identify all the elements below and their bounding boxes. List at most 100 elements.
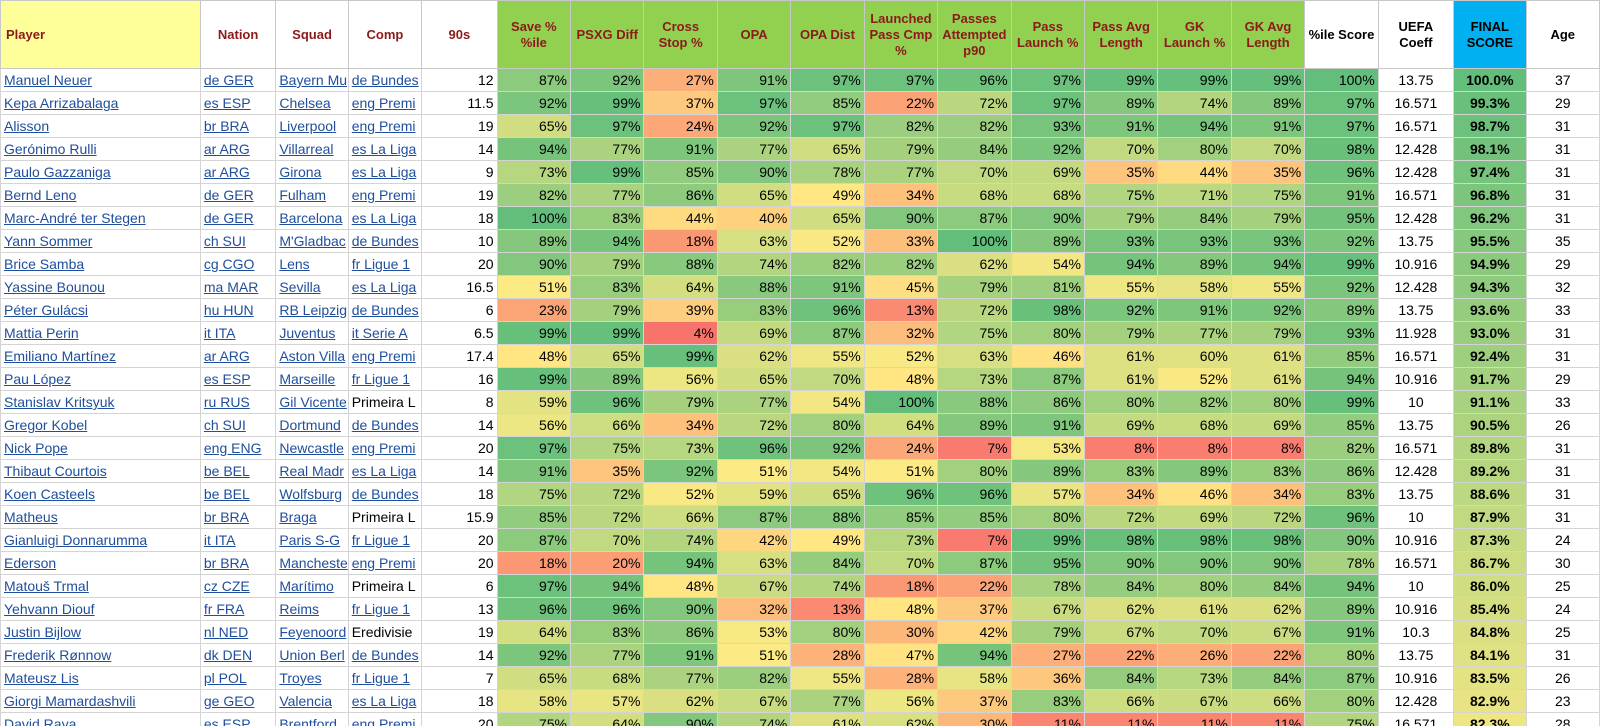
cell-nation[interactable]: ar ARG xyxy=(199,160,277,184)
cell-player[interactable]: Brice Samba xyxy=(0,252,201,276)
header-save[interactable]: Save % %ile xyxy=(496,0,572,69)
table-row[interactable]: Pau López es ESP Marseille fr Ligue 1 16 99% 8… xyxy=(0,367,1600,391)
cell-comp[interactable]: fr Ligue 1 xyxy=(347,367,423,391)
cell-player[interactable]: Koen Casteels xyxy=(0,482,201,506)
table-row[interactable]: Matheus br BRA Braga Primeira L 15.9 85% 72% 66… xyxy=(0,505,1600,529)
cell-nation[interactable]: it ITA xyxy=(199,321,277,345)
header-age[interactable]: Age xyxy=(1525,0,1600,69)
table-row[interactable]: Matouš Trmal cz CZE Marítimo Primeira L 6 97%… xyxy=(0,574,1600,598)
cell-comp[interactable]: es La Liga xyxy=(347,206,423,230)
header-passavg[interactable]: Pass Avg Length xyxy=(1083,0,1159,69)
cell-squad[interactable]: Liverpool xyxy=(275,114,349,138)
header-passlaunch[interactable]: Pass Launch % xyxy=(1010,0,1085,69)
header-gklaunch[interactable]: GK Launch % xyxy=(1157,0,1232,69)
cell-player[interactable]: Thibaut Courtois xyxy=(0,459,201,483)
cell-comp[interactable]: eng Premi xyxy=(347,91,423,115)
cell-comp[interactable]: es La Liga xyxy=(347,459,423,483)
cell-comp[interactable]: eng Premi xyxy=(347,551,423,575)
cell-squad[interactable]: Reims xyxy=(275,597,349,621)
cell-nation[interactable]: br BRA xyxy=(199,505,277,529)
table-row[interactable]: David Raya es ESP Brentford eng Premi 20 75% 6… xyxy=(0,712,1600,726)
cell-squad[interactable]: Villarreal xyxy=(275,137,349,161)
cell-comp[interactable]: de Bundes xyxy=(347,229,423,253)
cell-player[interactable]: Emiliano Martínez xyxy=(0,344,201,368)
cell-comp[interactable]: de Bundes xyxy=(347,482,423,506)
header-pctile[interactable]: %ile Score xyxy=(1304,0,1379,69)
cell-squad[interactable]: Girona xyxy=(275,160,349,184)
cell-nation[interactable]: ma MAR xyxy=(199,275,277,299)
cell-squad[interactable]: Feyenoord xyxy=(275,620,349,644)
cell-nation[interactable]: hu HUN xyxy=(199,298,277,322)
cell-nation[interactable]: br BRA xyxy=(199,551,277,575)
cell-nation[interactable]: nl NED xyxy=(199,620,277,644)
cell-player[interactable]: Paulo Gazzaniga xyxy=(0,160,201,184)
header-passes[interactable]: Passes Attempted p90 xyxy=(937,0,1012,69)
cell-comp[interactable]: fr Ligue 1 xyxy=(347,252,423,276)
cell-player[interactable]: Giorgi Mamardashvili xyxy=(0,689,201,713)
header-opa[interactable]: OPA xyxy=(716,0,792,69)
cell-squad[interactable]: Real Madr xyxy=(275,459,349,483)
cell-nation[interactable]: es ESP xyxy=(199,712,277,726)
table-row[interactable]: Nick Pope eng ENG Newcastle eng Premi 20 97% 7… xyxy=(0,436,1600,460)
cell-squad[interactable]: Aston Villa xyxy=(275,344,349,368)
cell-comp[interactable]: eng Premi xyxy=(347,183,423,207)
table-row[interactable]: Péter Gulácsi hu HUN RB Leipzig de Bundes 6 2… xyxy=(0,298,1600,322)
cell-nation[interactable]: fr FRA xyxy=(199,597,277,621)
header-final[interactable]: FINAL SCORE xyxy=(1453,0,1527,69)
table-row[interactable]: Brice Samba cg CGO Lens fr Ligue 1 20 90% 79% 8… xyxy=(0,252,1600,276)
cell-nation[interactable]: cz CZE xyxy=(199,574,277,598)
cell-comp[interactable]: eng Premi xyxy=(347,344,423,368)
header-uefa[interactable]: UEFA Coeff xyxy=(1377,0,1455,69)
cell-player[interactable]: Stanislav Kritsyuk xyxy=(0,390,201,414)
cell-comp[interactable]: de Bundes xyxy=(347,68,423,92)
table-row[interactable]: Kepa Arrizabalaga es ESP Chelsea eng Premi 1… xyxy=(0,91,1600,115)
table-row[interactable]: Paulo Gazzaniga ar ARG Girona es La Liga 9 73… xyxy=(0,160,1600,184)
cell-comp[interactable]: es La Liga xyxy=(347,689,423,713)
cell-squad[interactable]: Chelsea xyxy=(275,91,349,115)
table-row[interactable]: Justin Bijlow nl NED Feyenoord Eredivisie 19… xyxy=(0,620,1600,644)
header-nation[interactable]: Nation xyxy=(199,0,277,69)
header-launched[interactable]: Launched Pass Cmp % xyxy=(863,0,939,69)
cell-nation[interactable]: ru RUS xyxy=(199,390,277,414)
cell-player[interactable]: David Raya xyxy=(0,712,201,726)
cell-player[interactable]: Matouš Trmal xyxy=(0,574,201,598)
cell-squad[interactable]: Union Berl xyxy=(275,643,349,667)
cell-comp[interactable]: eng Premi xyxy=(347,436,423,460)
cell-squad[interactable]: Barcelona xyxy=(275,206,349,230)
cell-nation[interactable]: de GER xyxy=(199,183,277,207)
cell-comp[interactable]: es La Liga xyxy=(347,137,423,161)
cell-player[interactable]: Alisson xyxy=(0,114,201,138)
cell-squad[interactable]: Wolfsburg xyxy=(275,482,349,506)
cell-nation[interactable]: ar ARG xyxy=(199,137,277,161)
cell-player[interactable]: Marc-André ter Stegen xyxy=(0,206,201,230)
cell-nation[interactable]: ch SUI xyxy=(199,229,277,253)
cell-nation[interactable]: ge GEO xyxy=(199,689,277,713)
table-row[interactable]: Thibaut Courtois be BEL Real Madr es La Lig… xyxy=(0,459,1600,483)
table-row[interactable]: Manuel Neuer de GER Bayern Mu de Bundes 12 87… xyxy=(0,68,1600,92)
cell-player[interactable]: Péter Gulácsi xyxy=(0,298,201,322)
cell-nation[interactable]: eng ENG xyxy=(199,436,277,460)
table-row[interactable]: Giorgi Mamardashvili ge GEO Valencia es La … xyxy=(0,689,1600,713)
table-row[interactable]: Alisson br BRA Liverpool eng Premi 19 65% 97% 2… xyxy=(0,114,1600,138)
cell-comp[interactable]: fr Ligue 1 xyxy=(347,597,423,621)
header-squad[interactable]: Squad xyxy=(275,0,349,69)
cell-player[interactable]: Matheus xyxy=(0,505,201,529)
cell-player[interactable]: Gregor Kobel xyxy=(0,413,201,437)
table-row[interactable]: Yassine Bounou ma MAR Sevilla es La Liga 16.… xyxy=(0,275,1600,299)
cell-nation[interactable]: br BRA xyxy=(199,114,277,138)
cell-player[interactable]: Yehvann Diouf xyxy=(0,597,201,621)
cell-comp[interactable]: de Bundes xyxy=(347,298,423,322)
table-row[interactable]: Ederson br BRA Mancheste eng Premi 20 18% 20% 9… xyxy=(0,551,1600,575)
table-row[interactable]: Gerónimo Rulli ar ARG Villarreal es La Liga… xyxy=(0,137,1600,161)
cell-player[interactable]: Yann Sommer xyxy=(0,229,201,253)
cell-nation[interactable]: dk DEN xyxy=(199,643,277,667)
cell-nation[interactable]: cg CGO xyxy=(199,252,277,276)
cell-player[interactable]: Gerónimo Rulli xyxy=(0,137,201,161)
table-row[interactable]: Gregor Kobel ch SUI Dortmund de Bundes 14 56%… xyxy=(0,413,1600,437)
cell-squad[interactable]: Braga xyxy=(275,505,349,529)
cell-player[interactable]: Nick Pope xyxy=(0,436,201,460)
cell-player[interactable]: Bernd Leno xyxy=(0,183,201,207)
cell-squad[interactable]: Fulham xyxy=(275,183,349,207)
cell-squad[interactable]: Brentford xyxy=(275,712,349,726)
cell-squad[interactable]: Marseille xyxy=(275,367,349,391)
